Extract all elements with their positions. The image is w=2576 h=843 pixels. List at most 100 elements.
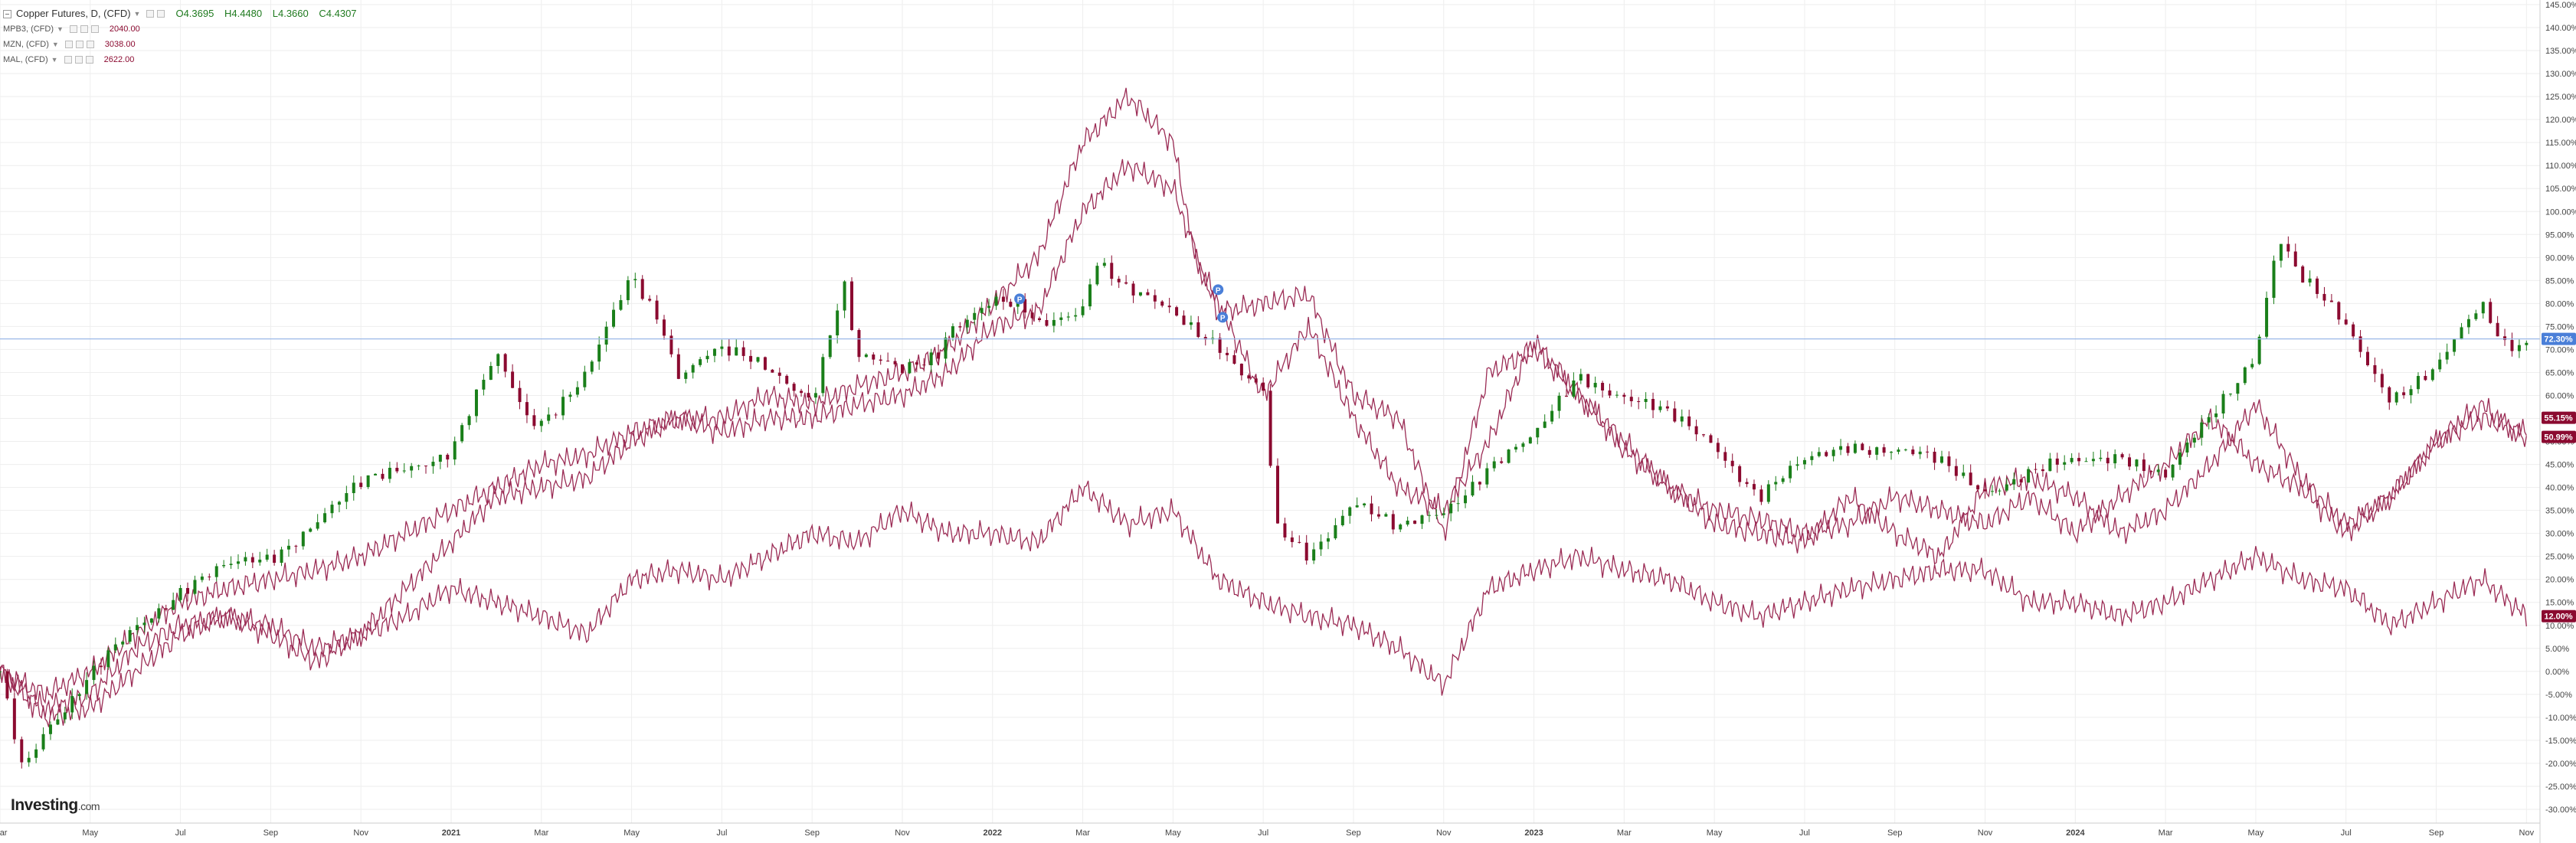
candle-body: [1319, 541, 1323, 550]
candle-body: [1384, 514, 1388, 517]
y-tick-label: -25.00%: [2545, 783, 2576, 792]
x-tick-label: Nov: [1978, 828, 1993, 838]
candle-body: [1074, 315, 1078, 317]
y-tick-label: -5.00%: [2545, 691, 2572, 700]
eye-icon[interactable]: [64, 56, 72, 64]
candle-body: [554, 414, 558, 416]
chevron-down-icon[interactable]: ▼: [57, 25, 64, 33]
candle-body: [1759, 489, 1763, 502]
candle-body: [316, 522, 319, 529]
candle-body: [2236, 383, 2240, 394]
candle-body: [164, 608, 168, 610]
candle-body: [532, 415, 536, 426]
candle-body: [648, 299, 652, 301]
marker-badge: [1213, 284, 1224, 296]
candle-body: [2156, 469, 2160, 472]
last-value-badge: [2542, 411, 2576, 424]
candle-body: [1203, 337, 1207, 340]
legend-main[interactable]: Copper Futures, D, (CFD) ▼ O4.3695 H4.44…: [3, 6, 365, 21]
investing-logo[interactable]: Investing.com: [11, 796, 100, 815]
y-tick-label: 85.00%: [2545, 276, 2574, 286]
last-value-badge: [2542, 332, 2576, 345]
candle-body: [1962, 472, 1966, 476]
candle-body: [893, 361, 897, 364]
last-value-label: 72.30%: [2544, 335, 2573, 345]
y-tick-label: 30.00%: [2545, 530, 2574, 539]
candle-body: [1492, 461, 1496, 469]
candle-body: [2063, 462, 2067, 465]
x-axis[interactable]: Mar May Jul Sep Nov 2021 Mar May Jul Sep Nov 2022 Ma…: [0, 822, 2540, 838]
candle-body: [2424, 376, 2427, 381]
legend-compare-mzn[interactable]: MZN, (CFD) ▼ 3038.00: [3, 37, 365, 52]
settings-icon[interactable]: [80, 25, 88, 33]
candle-body: [937, 352, 941, 359]
candle-body: [1940, 456, 1944, 463]
eye-icon[interactable]: [64, 41, 73, 48]
candle-body: [1644, 399, 1648, 403]
candle-body: [2430, 369, 2434, 381]
candle-body: [1131, 283, 1135, 296]
candle-body: [944, 337, 948, 359]
candle-body: [951, 326, 954, 338]
chevron-down-icon[interactable]: ▼: [51, 41, 59, 48]
candle-body: [2113, 454, 2117, 464]
candle-body: [2178, 452, 2182, 465]
candle-body: [2344, 319, 2348, 325]
x-tick-label: May: [1707, 828, 1723, 838]
x-tick-label: Sep: [263, 828, 279, 838]
candle-body: [1954, 466, 1958, 476]
candle-body: [929, 352, 933, 366]
candle-body: [1947, 456, 1951, 466]
close-icon[interactable]: [86, 41, 94, 48]
candle-body: [2005, 484, 2008, 491]
close-icon[interactable]: [85, 56, 93, 64]
candle-body: [561, 397, 565, 416]
y-tick-label: -20.00%: [2545, 760, 2576, 769]
candle-body: [2489, 302, 2493, 323]
settings-icon[interactable]: [75, 41, 83, 48]
close-icon[interactable]: [90, 25, 99, 33]
candle-body: [489, 365, 493, 381]
eye-icon[interactable]: [69, 25, 77, 33]
candle-body: [1153, 295, 1157, 302]
candle-body: [2322, 293, 2326, 301]
chevron-down-icon[interactable]: ▼: [133, 10, 141, 18]
close-icon[interactable]: [157, 10, 165, 18]
candle-body: [547, 414, 551, 421]
y-tick-label: 100.00%: [2545, 207, 2576, 217]
candle-body: [987, 306, 991, 309]
x-tick-label: Mar: [0, 828, 8, 838]
candle-body: [2416, 376, 2420, 390]
candle-body: [1370, 503, 1373, 515]
candle-body: [2027, 469, 2031, 483]
candle-body: [1745, 482, 1749, 485]
candle-body: [467, 416, 471, 426]
candle-body: [2388, 387, 2391, 403]
candle-body: [1897, 449, 1900, 453]
x-tick-label: May: [82, 828, 98, 838]
candle-body: [1795, 464, 1799, 466]
candle-body: [2070, 458, 2074, 462]
candle-body: [1781, 478, 1785, 482]
candle-body: [2192, 437, 2196, 443]
candle-body: [1709, 435, 1713, 443]
chevron-down-icon[interactable]: ▼: [51, 56, 58, 64]
candle-body: [2496, 322, 2499, 337]
settings-icon[interactable]: [74, 56, 83, 64]
legend-compare-mal[interactable]: MAL, (CFD) ▼ 2622.00: [3, 52, 365, 67]
candle-body: [1867, 449, 1871, 455]
candle-body: [821, 357, 825, 394]
y-tick-label: 110.00%: [2545, 162, 2576, 171]
candle-body: [0, 671, 2, 672]
legend-compare-mpb3[interactable]: MPB3, (CFD) ▼ 2040.00: [3, 21, 365, 37]
settings-icon[interactable]: [146, 10, 155, 18]
candle-body: [229, 564, 233, 565]
candle-body: [1304, 542, 1308, 561]
candle-body: [323, 513, 327, 523]
candle-body: [1348, 507, 1352, 516]
candle-body: [482, 380, 486, 390]
candle-body: [1810, 456, 1814, 460]
y-axis[interactable]: -30.00% -25.00% -20.00% -15.00% -10.00% -5.00…: [2539, 0, 2576, 843]
collapse-icon[interactable]: [3, 9, 11, 18]
